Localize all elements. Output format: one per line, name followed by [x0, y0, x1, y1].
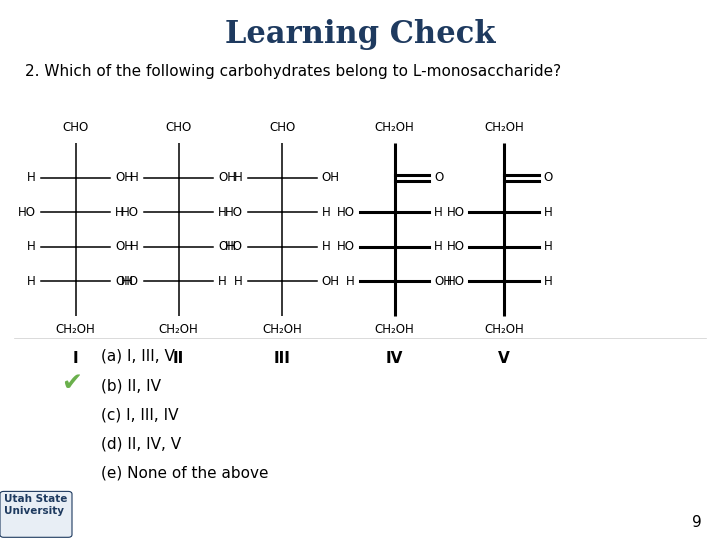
Text: HO: HO: [121, 206, 139, 219]
Text: HO: HO: [446, 240, 464, 253]
Text: H: H: [434, 206, 443, 219]
Text: H: H: [234, 275, 243, 288]
Text: CH₂OH: CH₂OH: [484, 323, 524, 336]
Text: H: H: [130, 171, 139, 184]
Text: CHO: CHO: [269, 122, 295, 134]
Text: I: I: [73, 351, 78, 366]
Text: OH: OH: [115, 171, 133, 184]
Text: H: H: [322, 206, 330, 219]
Text: ✔: ✔: [61, 371, 82, 395]
Text: H: H: [234, 171, 243, 184]
Text: H: H: [544, 275, 552, 288]
Text: OH: OH: [218, 171, 236, 184]
Text: (a) I, III, V: (a) I, III, V: [101, 349, 175, 364]
Text: H: H: [346, 275, 355, 288]
Text: CHO: CHO: [63, 122, 89, 134]
Text: OH: OH: [218, 240, 236, 253]
Text: HO: HO: [225, 240, 243, 253]
Text: HO: HO: [121, 275, 139, 288]
Text: IV: IV: [386, 351, 403, 366]
Text: H: H: [27, 171, 36, 184]
Text: CH₂OH: CH₂OH: [374, 323, 415, 336]
Text: HO: HO: [337, 206, 355, 219]
Text: (c) I, III, IV: (c) I, III, IV: [101, 407, 179, 422]
FancyBboxPatch shape: [0, 491, 72, 537]
Text: H: H: [544, 206, 552, 219]
Text: OH: OH: [322, 275, 340, 288]
Text: HO: HO: [337, 240, 355, 253]
Text: CH₂OH: CH₂OH: [158, 323, 199, 336]
Text: OH: OH: [115, 275, 133, 288]
Text: Utah State
University: Utah State University: [4, 494, 67, 516]
Text: Learning Check: Learning Check: [225, 19, 495, 50]
Text: II: II: [173, 351, 184, 366]
Text: (d) II, IV, V: (d) II, IV, V: [101, 436, 181, 451]
Text: HO: HO: [446, 275, 464, 288]
Text: (b) II, IV: (b) II, IV: [101, 378, 161, 393]
Text: H: H: [27, 240, 36, 253]
Text: OH: OH: [115, 240, 133, 253]
Text: H: H: [218, 206, 227, 219]
Text: 9: 9: [692, 515, 702, 530]
Text: OH: OH: [434, 275, 452, 288]
Text: O: O: [544, 171, 553, 184]
Text: (e) None of the above: (e) None of the above: [101, 465, 269, 481]
Text: OH: OH: [322, 171, 340, 184]
Text: HO: HO: [225, 206, 243, 219]
Text: CH₂OH: CH₂OH: [262, 323, 302, 336]
Text: 2. Which of the following carbohydrates belong to L-monosaccharide?: 2. Which of the following carbohydrates …: [25, 64, 562, 79]
Text: H: H: [115, 206, 124, 219]
Text: H: H: [130, 240, 139, 253]
Text: O: O: [434, 171, 444, 184]
Text: HO: HO: [18, 206, 36, 219]
Text: CH₂OH: CH₂OH: [374, 122, 415, 134]
Text: CH₂OH: CH₂OH: [484, 122, 524, 134]
Text: HO: HO: [446, 206, 464, 219]
Text: H: H: [27, 275, 36, 288]
Text: CH₂OH: CH₂OH: [55, 323, 96, 336]
Text: III: III: [274, 351, 291, 366]
Text: CHO: CHO: [166, 122, 192, 134]
Text: H: H: [322, 240, 330, 253]
Text: H: H: [544, 240, 552, 253]
Text: V: V: [498, 351, 510, 366]
Text: H: H: [434, 240, 443, 253]
Text: H: H: [218, 275, 227, 288]
